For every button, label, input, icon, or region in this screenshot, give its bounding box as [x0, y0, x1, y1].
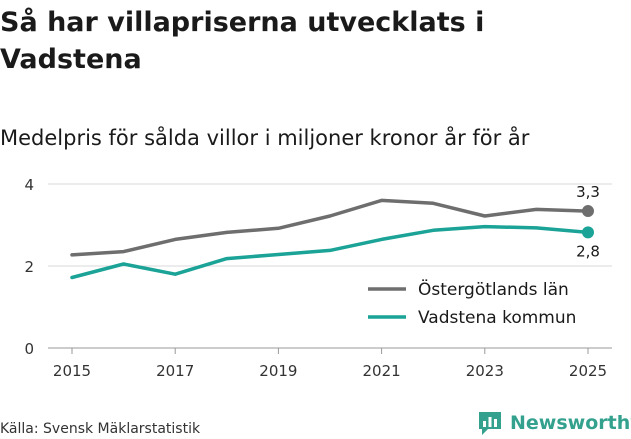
x-tick-label: 2019 [259, 362, 297, 380]
chart-subtitle: Medelpris för sålda villor i miljoner kr… [0, 126, 530, 150]
series-end-point [582, 226, 594, 239]
y-tick-label: 2 [24, 258, 34, 276]
legend-label: Vadstena kommun [418, 308, 576, 328]
x-tick-label: 2023 [466, 362, 504, 380]
x-tick-label: 2017 [156, 362, 194, 380]
x-tick-label: 2015 [53, 362, 91, 380]
series-line-ostergotland [70, 198, 590, 257]
brand: Newsworthy [476, 408, 631, 438]
series-end-label: 3,3 [576, 183, 600, 201]
newsworthy-logo-icon [479, 412, 501, 435]
series-end-label: 2,8 [576, 242, 600, 260]
source-note: Källa: Svensk Mäklarstatistik [0, 421, 201, 437]
y-tick-label: 4 [24, 176, 34, 194]
page-title: Så har villapriserna utvecklats i Vadste… [0, 7, 485, 75]
y-tick-label: 0 [24, 340, 34, 358]
legend-label: Östergötlands län [418, 278, 569, 300]
x-tick-label: 2021 [363, 362, 401, 380]
x-tick-label: 2025 [569, 362, 607, 380]
series-line-vadstena [70, 224, 590, 280]
line-chart: 0 2 4 2015 2017 2019 2021 2023 2025 3,3 2,8 Östergö… [24, 176, 612, 380]
brand-name: Newsworthy [510, 412, 631, 434]
series-end-point [582, 205, 594, 218]
